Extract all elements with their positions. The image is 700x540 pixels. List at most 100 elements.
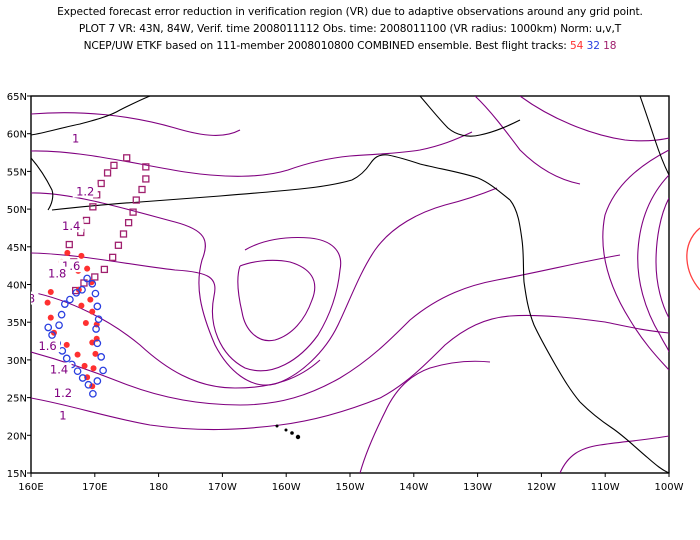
coastlines	[31, 96, 669, 473]
flight-point-purple	[91, 273, 99, 281]
lon-tick-label: 150W	[336, 482, 365, 493]
flight-point-red	[82, 319, 89, 326]
contour-lines	[31, 96, 669, 473]
contour-label: 1	[72, 132, 79, 146]
lat-tick-label: 55N	[7, 167, 27, 178]
coast-aleutians	[51, 179, 353, 211]
lon-tick-label: 170E	[82, 482, 107, 493]
flight-point-red	[89, 383, 96, 390]
lon-tick-label: 160E	[18, 482, 43, 493]
flight-point-purple	[132, 196, 140, 204]
plot-header: Expected forecast error reduction in ver…	[0, 4, 700, 55]
flight-point-red	[84, 265, 91, 272]
islands	[275, 424, 301, 440]
lat-tick-label: 25N	[7, 394, 27, 405]
flight-point-blue	[99, 366, 107, 375]
flight-point-purple	[124, 219, 133, 227]
flight-point-purple	[100, 265, 109, 274]
contour-0-8-southeast	[359, 360, 491, 473]
contour-label-bg	[35, 339, 61, 353]
coast-hudson	[639, 96, 669, 176]
contour-1-4-south	[31, 291, 321, 389]
header-line-3: NCEP/UW ETKF based on 111-member 2008010…	[0, 38, 700, 55]
track-count-blue: 32	[586, 40, 600, 52]
island-hawaii-1	[275, 424, 279, 428]
island-hawaii-3	[290, 431, 294, 435]
flight-point-purple	[65, 240, 73, 249]
flight-point-blue	[97, 353, 106, 361]
lon-tick-label: 140W	[399, 482, 428, 493]
flight-point-blue	[91, 289, 100, 298]
flight-track-blue	[44, 274, 107, 398]
flight-point-blue	[66, 295, 74, 304]
lon-tick-label: 160W	[272, 482, 301, 493]
contour-1-2-ne	[474, 96, 581, 185]
island-hawaii-2	[284, 428, 288, 432]
flight-point-purple	[138, 185, 146, 194]
flight-point-purple	[119, 230, 128, 238]
lat-tick-label: 65N	[7, 92, 27, 103]
flight-point-blue	[93, 302, 102, 311]
flight-point-blue	[55, 321, 63, 330]
flight-point-purple	[110, 161, 118, 170]
contour-label-bg	[50, 385, 76, 399]
contour-label-bg	[72, 184, 98, 198]
lat-tick-label: 60N	[7, 130, 27, 141]
flight-point-red	[78, 302, 85, 309]
flight-point-blue	[84, 380, 93, 389]
flight-point-red	[92, 350, 99, 357]
flight-point-blue	[62, 354, 71, 363]
contour-label-bg	[57, 408, 69, 422]
coast-kamchatka	[31, 157, 54, 211]
header-line-3-text: NCEP/UW ETKF based on 111-member 2008010…	[83, 40, 567, 52]
flight-point-blue	[44, 323, 53, 332]
flight-point-red	[47, 289, 54, 296]
contour-1-2-south	[31, 254, 621, 406]
contour-east-3	[655, 197, 669, 319]
flight-point-blue	[57, 310, 66, 319]
flight-point-blue	[72, 288, 81, 297]
flight-point-blue	[88, 279, 97, 288]
contour-label: 1	[59, 408, 66, 422]
flight-point-red	[44, 299, 51, 306]
map-area: 11.21.41.61.81.81.21.41.41.211.61.41.210…	[7, 92, 684, 493]
lat-tick-label: 15N	[7, 469, 27, 480]
verification-region-circle	[686, 227, 700, 291]
contour-1-8-ring	[237, 259, 316, 342]
map-frame	[30, 95, 670, 474]
contour-label: 1.4	[50, 362, 68, 376]
contour-east-2	[637, 174, 669, 353]
flight-point-red	[89, 308, 96, 315]
contour-label-bg	[46, 362, 72, 376]
flight-point-blue	[89, 389, 97, 398]
flight-point-blue	[83, 274, 91, 283]
lat-tick-label: 30N	[7, 356, 27, 367]
flight-point-purple	[109, 253, 117, 262]
contour-label: 1.6	[38, 339, 56, 353]
flight-track-purple	[65, 154, 150, 295]
flight-point-red	[81, 362, 88, 369]
lon-tick-label: 170W	[208, 482, 237, 493]
flight-point-red	[64, 249, 71, 256]
flight-point-blue	[73, 367, 82, 376]
contour-label: 1.2	[76, 185, 94, 199]
coast-alaska-north	[419, 96, 521, 137]
contour-label: 1.2	[54, 386, 72, 400]
coast-bc	[509, 199, 581, 403]
lat-tick-label: 45N	[7, 243, 27, 254]
contour-1-4-ne	[519, 96, 669, 142]
flight-point-blue	[92, 325, 100, 333]
flight-point-purple	[129, 208, 137, 216]
coast-alaska	[351, 154, 511, 201]
contour-label: 1.4	[62, 219, 80, 233]
lat-tick-label: 50N	[7, 205, 27, 216]
flight-point-blue	[48, 331, 56, 339]
track-count-purple: 18	[603, 40, 617, 52]
flight-point-purple	[114, 241, 123, 249]
island-hawaii-4	[295, 434, 301, 440]
lon-tick-label: 120W	[527, 482, 556, 493]
flight-point-blue	[94, 315, 103, 324]
contour-1-2-north	[31, 131, 473, 177]
lon-tick-label: 130W	[463, 482, 492, 493]
